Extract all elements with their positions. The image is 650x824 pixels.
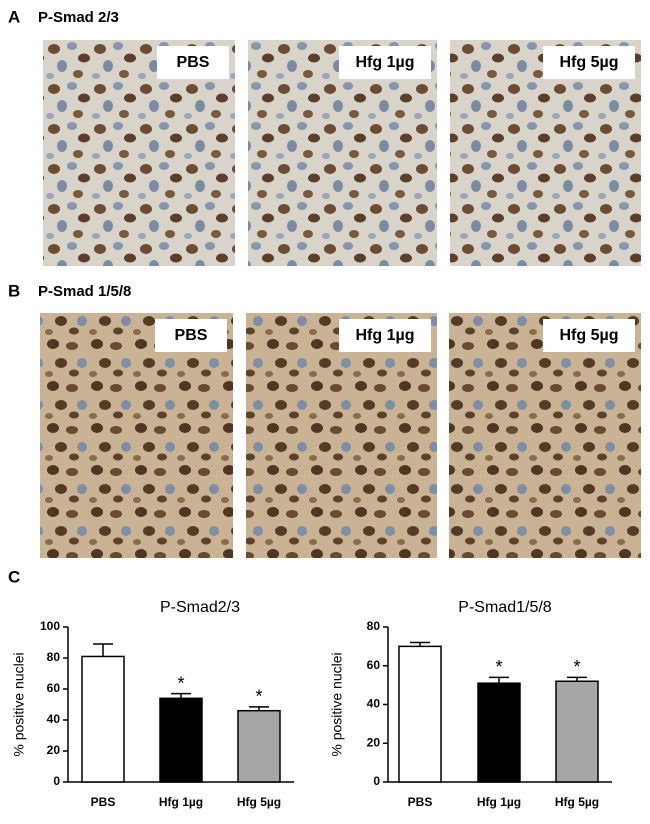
x-tick-label: PBS (91, 795, 116, 809)
significance-marker: * (177, 673, 184, 693)
micrograph (449, 313, 641, 558)
y-tick-label: 80 (47, 650, 61, 664)
image-label-box (155, 319, 227, 352)
image-label-box (339, 46, 431, 79)
image-label: PBS (175, 327, 208, 344)
y-tick-label: 0 (53, 774, 60, 788)
y-tick-label: 40 (367, 697, 381, 711)
image-label: Hfg 5µg (560, 327, 619, 344)
y-tick-label: 80 (367, 619, 381, 633)
x-tick-label: Hfg 1µg (477, 795, 521, 809)
bar (398, 645, 442, 783)
bar (237, 709, 281, 783)
bar (477, 682, 521, 783)
bar (159, 697, 203, 783)
chart-title: P-Smad2/3 (160, 599, 240, 616)
x-tick-label: PBS (408, 795, 433, 809)
panel-label: C (8, 567, 20, 586)
significance-marker: * (255, 687, 262, 707)
panel-title: P-Smad 2/3 (38, 9, 119, 26)
y-tick-label: 20 (367, 735, 381, 749)
image-label: PBS (177, 54, 210, 71)
image-label-box (543, 46, 635, 79)
chart-title: P-Smad1/5/8 (458, 599, 551, 616)
image-label: Hfg 5µg (560, 54, 619, 71)
bar (555, 680, 599, 783)
image-label: Hfg 1µg (356, 327, 415, 344)
x-tick-label: Hfg 5µg (237, 795, 281, 809)
bar (81, 655, 125, 783)
micrograph (246, 313, 437, 558)
y-tick-label: 100 (40, 619, 60, 633)
significance-marker: * (573, 657, 580, 677)
image-label: Hfg 1µg (356, 54, 415, 71)
image-label-box (543, 319, 635, 352)
image-label-box (157, 46, 229, 79)
y-tick-label: 60 (47, 681, 61, 695)
y-axis-label: % positive nuclei (11, 652, 27, 756)
x-tick-label: Hfg 1µg (159, 795, 203, 809)
micrograph (40, 313, 233, 558)
x-tick-label: Hfg 5µg (555, 795, 599, 809)
y-tick-label: 20 (47, 743, 61, 757)
panel-label: A (8, 7, 20, 26)
significance-marker: * (495, 657, 502, 677)
y-axis-label: % positive nuclei (329, 652, 345, 756)
panel-title: P-Smad 1/5/8 (38, 283, 131, 300)
y-tick-label: 40 (47, 712, 61, 726)
panel-label: B (8, 281, 20, 300)
y-tick-label: 60 (367, 658, 381, 672)
y-tick-label: 0 (373, 774, 380, 788)
image-label-box (339, 319, 431, 352)
